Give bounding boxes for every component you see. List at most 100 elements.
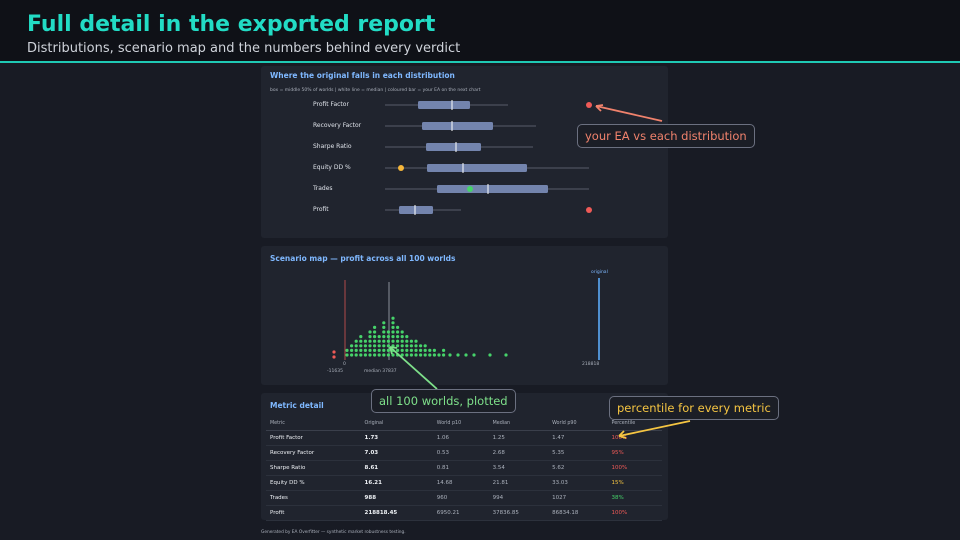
- subtitle: Distributions, scenario map and the numb…: [27, 41, 461, 56]
- world-dot: [464, 353, 468, 357]
- header: [0, 0, 960, 63]
- table-cell: 960: [432, 490, 489, 506]
- table-row: Sharpe Ratio 8.61 0.81 3.54 5.62 100%: [266, 460, 662, 476]
- world-dot: [414, 348, 418, 352]
- world-dot: [363, 353, 367, 357]
- world-dot: [386, 353, 390, 357]
- world-dot: [400, 353, 404, 357]
- row-label: Sharpe Ratio: [313, 143, 352, 150]
- world-dot: [423, 348, 427, 352]
- world-dot: [382, 321, 386, 325]
- world-dot: [391, 339, 395, 343]
- world-dot: [350, 353, 354, 357]
- table-cell: 37836.85: [488, 505, 549, 521]
- world-dot: [377, 335, 381, 339]
- world-dot: [414, 344, 418, 348]
- world-dot: [377, 339, 381, 343]
- table-cell: Sharpe Ratio: [266, 460, 361, 476]
- world-dot: [368, 348, 372, 352]
- world-dot: [409, 353, 413, 357]
- column-header: World p90: [548, 416, 608, 431]
- median-label: median 37837: [364, 369, 397, 374]
- table-cell: 100%: [607, 505, 662, 521]
- world-dot: [373, 353, 377, 357]
- world-dot: [414, 353, 418, 357]
- world-dot: [432, 348, 436, 352]
- world-dot: [442, 353, 446, 357]
- world-dot: [432, 353, 436, 357]
- footer: Generated by EA Overfitter — synthetic m…: [261, 530, 406, 535]
- table-cell: 16.21: [360, 475, 433, 491]
- world-dot: [354, 353, 358, 357]
- world-dot: [405, 339, 409, 343]
- world-dot: [373, 330, 377, 334]
- table-cell: 7.03: [360, 445, 433, 461]
- world-dot: [382, 325, 386, 329]
- table-cell: 38%: [607, 490, 662, 506]
- callout: your EA vs each distribution: [577, 124, 755, 148]
- world-dot: [359, 335, 363, 339]
- metric-table: Metric Original World p10 Median World p90 Pe…: [266, 416, 662, 521]
- table-cell: 6950.21: [432, 505, 489, 521]
- world-dot: [405, 344, 409, 348]
- world-dot: [382, 353, 386, 357]
- world-dot: [373, 348, 377, 352]
- panel-title: Scenario map — profit across all 100 wor…: [270, 254, 456, 263]
- legend-note: box = middle 50% of worlds | white line …: [270, 88, 481, 93]
- scenario-lines: [332, 278, 600, 360]
- column-header: Median: [488, 416, 549, 431]
- world-dot: [350, 344, 354, 348]
- world-dot: [382, 348, 386, 352]
- table-cell: 86834.18: [548, 505, 608, 521]
- world-dot: [391, 321, 395, 325]
- world-dot: [391, 316, 395, 320]
- table-cell: 218818.45: [360, 505, 433, 521]
- row-label: Profit: [313, 206, 329, 213]
- panel-title: Metric detail: [270, 401, 324, 410]
- world-dot: [400, 339, 404, 343]
- world-dot: [373, 339, 377, 343]
- table-cell: 8.61: [360, 460, 433, 476]
- original-label: original: [591, 270, 608, 275]
- world-dot: [391, 353, 395, 357]
- world-dot: [359, 339, 363, 343]
- world-dot: [350, 348, 354, 352]
- world-dot: [354, 339, 358, 343]
- table-cell: 988: [360, 490, 433, 506]
- world-dot: [391, 325, 395, 329]
- world-dot: [373, 325, 377, 329]
- table-cell: 15%: [607, 475, 662, 491]
- table-cell: 0.81: [432, 460, 489, 476]
- table-cell: 1027: [548, 490, 608, 506]
- world-dot: [396, 339, 400, 343]
- row-label: Recovery Factor: [313, 122, 362, 129]
- world-dot: [428, 348, 432, 352]
- world-dot: [400, 330, 404, 334]
- world-dot: [437, 353, 441, 357]
- table-cell: 1.25: [488, 430, 549, 446]
- distribution-panel: [261, 66, 668, 238]
- world-dot: [419, 344, 423, 348]
- world-dot: [396, 325, 400, 329]
- world-dot: [345, 353, 349, 357]
- row-label: Trades: [313, 185, 333, 192]
- world-dot: [405, 353, 409, 357]
- world-dot: [448, 353, 452, 357]
- world-dot: [419, 348, 423, 352]
- table-row: Recovery Factor 7.03 0.53 2.68 5.35 95%: [266, 445, 662, 461]
- table-row: Equity DD % 16.21 14.68 21.81 33.03 15%: [266, 475, 662, 491]
- table-cell: Equity DD %: [266, 475, 361, 491]
- world-dot: [359, 344, 363, 348]
- world-dot: [363, 339, 367, 343]
- world-dot: [396, 335, 400, 339]
- table-cell: 14.68: [432, 475, 489, 491]
- scenario-panel: [261, 246, 668, 385]
- world-dot: [354, 348, 358, 352]
- table-cell: 5.35: [548, 445, 608, 461]
- table-cell: 95%: [607, 445, 662, 461]
- world-dot: [391, 330, 395, 334]
- table-row: Profit Factor 1.73 1.06 1.25 1.47 100%: [266, 430, 662, 446]
- world-dot: [377, 344, 381, 348]
- world-dot: [368, 344, 372, 348]
- world-dot: [409, 344, 413, 348]
